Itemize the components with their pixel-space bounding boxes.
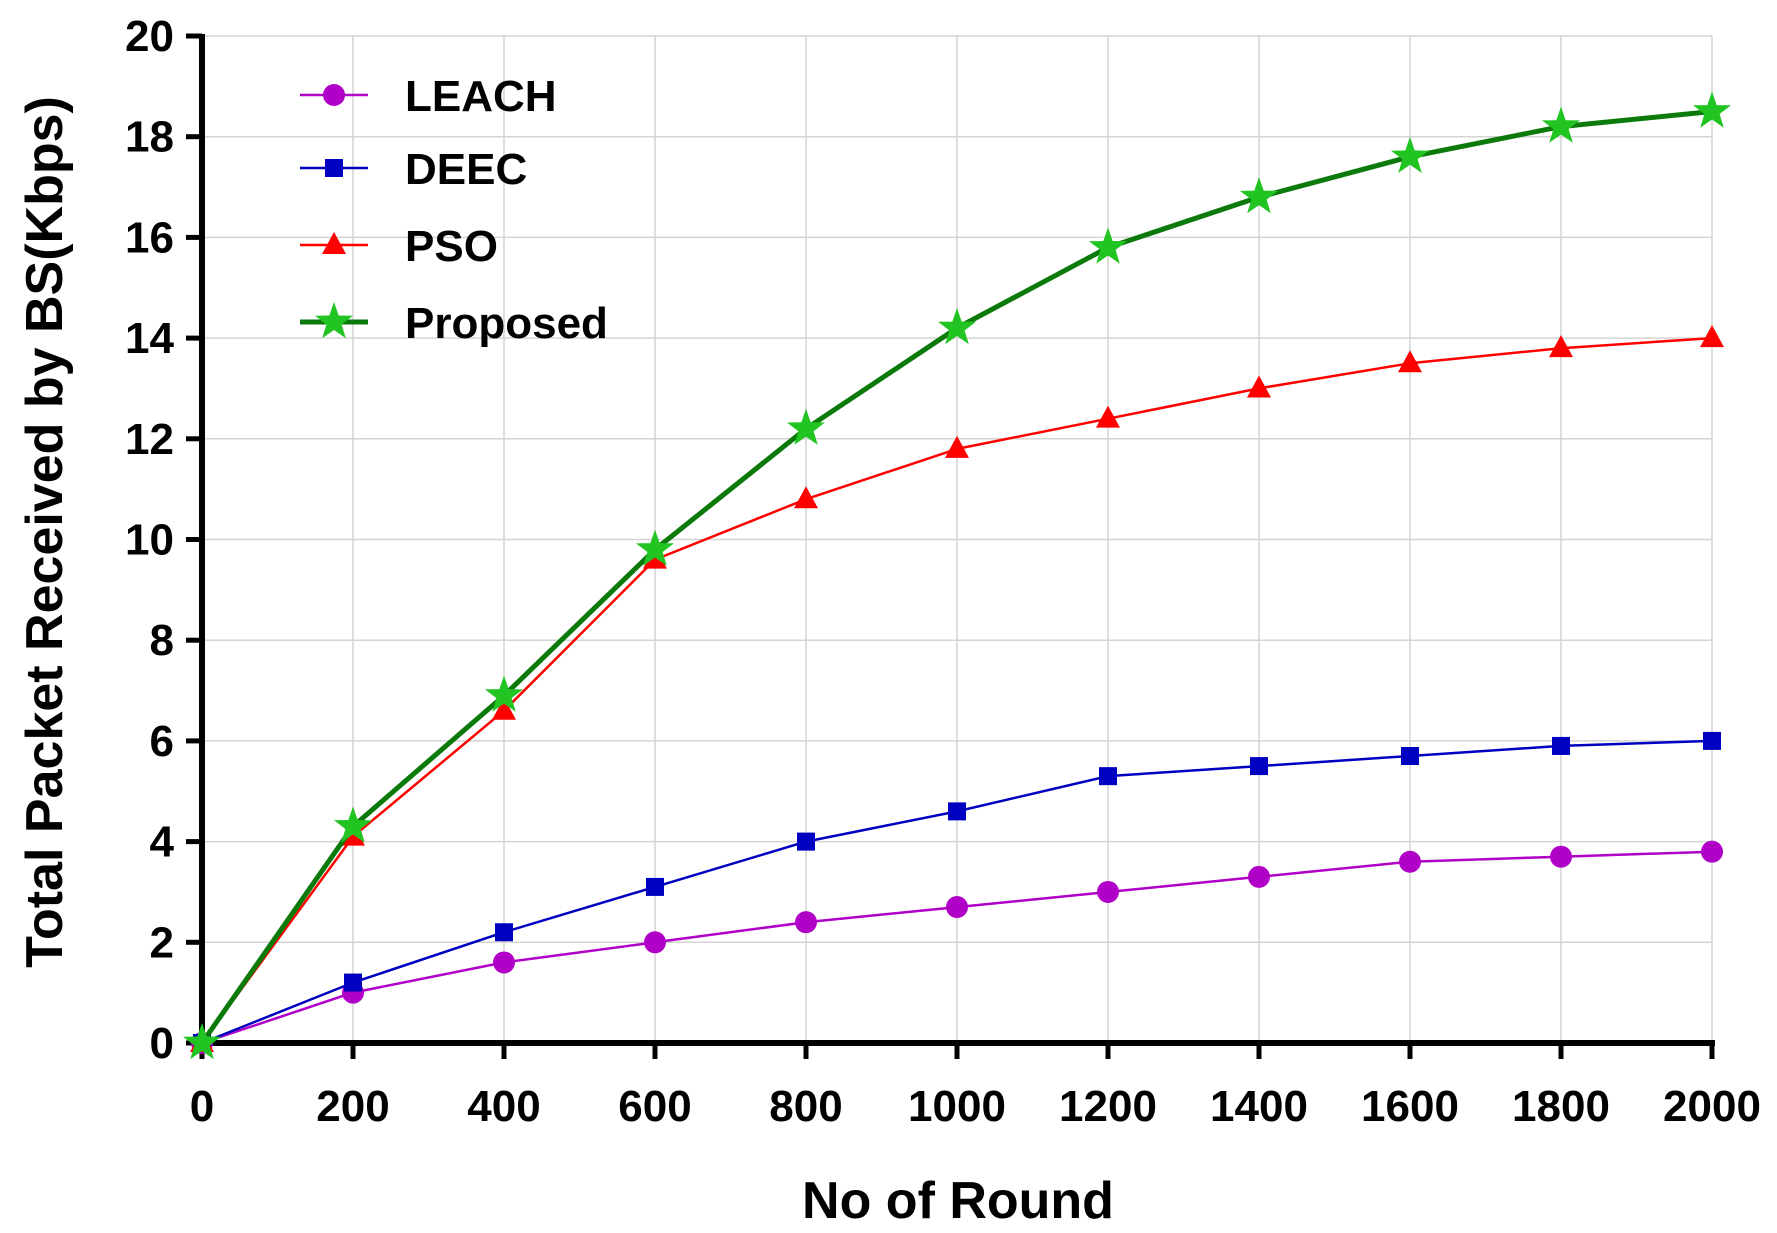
x-axis-title: No of Round: [802, 1172, 1114, 1230]
data-point: [1549, 335, 1573, 358]
y-tick-label: 14: [125, 314, 174, 363]
y-axis-title: Total Packet Received by BS(Kbps): [16, 96, 74, 968]
x-tick-label: 1600: [1361, 1082, 1459, 1131]
y-tick-label: 8: [150, 616, 174, 665]
data-point: [1700, 325, 1724, 348]
data-point: [644, 931, 666, 954]
y-axis-ticks: 0 2 4 6 8 10 12 14 16 18 20: [125, 12, 202, 1068]
x-tick-label: 600: [618, 1082, 691, 1131]
data-point: [643, 546, 667, 569]
y-tick-label: 10: [125, 516, 174, 565]
x-tick-label: 1200: [1059, 1082, 1157, 1131]
data-point: [1550, 845, 1572, 868]
data-point: [1399, 850, 1421, 873]
y-tick-label: 16: [125, 213, 174, 262]
grid-lines: [202, 35, 1713, 1043]
legend: LEACH DEEC PSO Proposed: [300, 72, 608, 348]
legend-label: PSO: [405, 222, 498, 271]
data-point: [493, 951, 515, 974]
x-tick-label: 400: [467, 1082, 540, 1131]
y-tick-label: 0: [150, 1019, 174, 1068]
data-point: [1552, 736, 1570, 755]
legend-item-leach: LEACH: [300, 72, 557, 121]
y-tick-label: 12: [125, 415, 174, 464]
data-point: [1097, 880, 1119, 903]
data-point: [1701, 840, 1723, 863]
legend-item-pso: PSO: [300, 222, 498, 271]
y-tick-label: 2: [150, 918, 174, 967]
x-axis-ticks: 0 200 400 600 800 1000 1200 1400 1600 1800 2000: [190, 1043, 1761, 1131]
data-point: [945, 435, 969, 458]
data-point: [183, 1023, 221, 1060]
data-point: [485, 675, 523, 712]
data-point: [492, 697, 516, 720]
x-tick-label: 200: [316, 1082, 389, 1131]
data-point: [938, 308, 976, 345]
data-series: [183, 91, 1731, 1060]
y-tick-label: 18: [125, 113, 174, 162]
x-tick-label: 1800: [1512, 1082, 1610, 1131]
data-point: [1099, 767, 1117, 786]
legend-marker: [323, 84, 345, 106]
x-tick-label: 800: [769, 1082, 842, 1131]
data-point: [1542, 106, 1580, 143]
data-point: [341, 823, 365, 846]
data-point: [1250, 757, 1268, 776]
legend-marker: [315, 302, 353, 339]
y-tick-label: 20: [125, 12, 174, 61]
x-tick-label: 1400: [1210, 1082, 1308, 1131]
data-point: [1247, 375, 1271, 398]
legend-item-proposed: Proposed: [300, 299, 608, 348]
data-point: [795, 911, 817, 934]
legend-marker: [325, 159, 343, 177]
data-point: [1391, 136, 1429, 173]
data-point: [334, 806, 372, 843]
data-point: [948, 802, 966, 821]
data-point: [1240, 177, 1278, 214]
legend-item-deec: DEEC: [300, 145, 527, 194]
x-tick-label: 1000: [908, 1082, 1006, 1131]
data-point: [1693, 91, 1731, 128]
y-tick-label: 6: [150, 717, 174, 766]
data-point: [1248, 865, 1270, 888]
data-point: [495, 923, 513, 942]
data-point: [794, 486, 818, 509]
data-point: [1398, 350, 1422, 373]
data-point: [1096, 405, 1120, 428]
data-point: [646, 877, 664, 896]
legend-label: Proposed: [405, 299, 608, 348]
x-tick-label: 0: [190, 1082, 214, 1131]
data-point: [1089, 227, 1127, 264]
series-proposed: [183, 91, 1731, 1060]
data-point: [797, 832, 815, 851]
legend-label: LEACH: [405, 72, 557, 121]
x-tick-label: 2000: [1663, 1082, 1761, 1131]
data-point: [636, 529, 674, 566]
y-tick-label: 4: [150, 818, 175, 867]
legend-label: DEEC: [405, 145, 527, 194]
data-point: [1401, 747, 1419, 766]
data-point: [344, 973, 362, 992]
legend-marker: [322, 232, 346, 254]
data-point: [1703, 731, 1721, 750]
data-point: [787, 408, 825, 445]
data-point: [946, 896, 968, 919]
